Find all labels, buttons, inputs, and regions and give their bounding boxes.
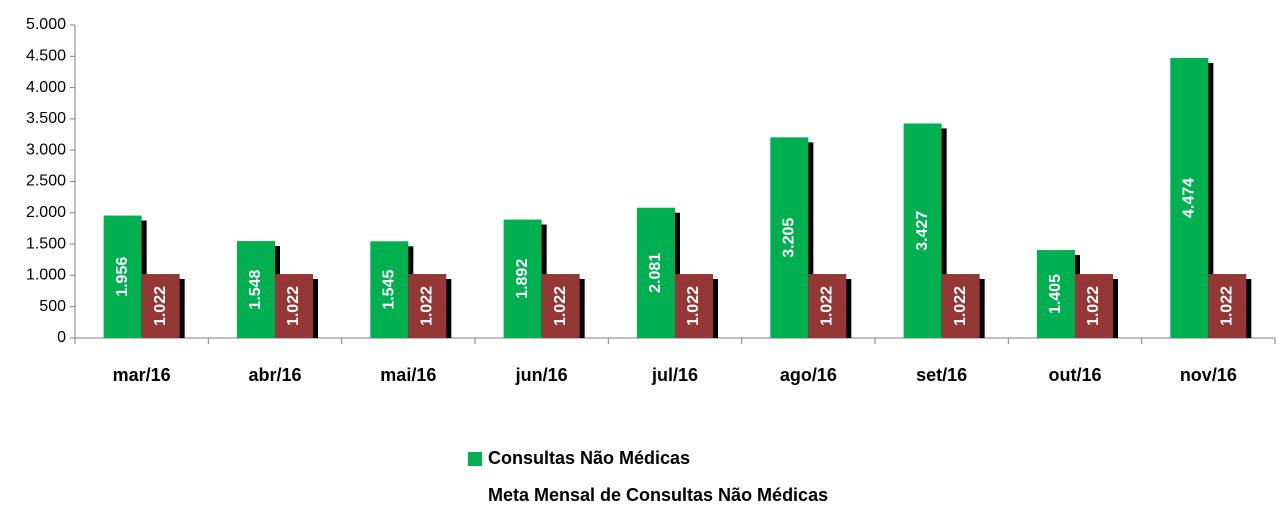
data-label: 4.474 [1181,178,1198,218]
legend-marker [468,452,482,466]
x-tick-label: out/16 [1048,365,1101,385]
bar [1075,274,1113,338]
bar [237,241,275,338]
data-label: 1.022 [552,286,569,326]
bar [503,219,542,338]
data-label: 2.081 [647,253,664,293]
y-tick-label: 4.000 [26,79,66,96]
data-label: 1.956 [114,257,131,297]
bar [1170,57,1209,338]
data-label: 1.022 [952,286,969,326]
y-tick-label: 2.500 [26,173,66,190]
data-label: 1.545 [381,270,398,310]
bar [541,274,580,338]
bar [675,274,713,338]
x-tick-label: set/16 [916,365,967,385]
y-tick-label: 0 [57,329,66,346]
data-label: 1.022 [285,286,302,326]
bar [637,207,675,338]
y-tick-label: 1.000 [26,267,66,284]
y-tick-label: 3.500 [26,110,66,127]
bar [275,274,313,338]
bar [408,274,447,338]
data-label: 1.892 [514,259,531,299]
x-tick-label: ago/16 [780,365,837,385]
x-tick-label: mar/16 [113,365,171,385]
x-tick-label: abr/16 [248,365,301,385]
data-label: 1.022 [1085,286,1102,326]
x-tick-label: nov/16 [1180,365,1237,385]
bar [903,123,942,338]
data-label: 3.205 [781,218,798,258]
bar [1037,250,1075,338]
data-label: 1.548 [247,269,264,309]
bar [141,274,180,338]
x-tick-label: mai/16 [380,365,436,385]
bar [103,215,142,338]
data-label: 1.022 [1219,286,1236,326]
legend-label: Consultas Não Médicas [488,448,690,468]
bar [941,274,980,338]
data-label: 1.022 [819,286,836,326]
y-tick-label: 2.000 [26,204,66,221]
bar [1208,274,1247,338]
data-label: 1.022 [152,286,169,326]
y-tick-label: 5.000 [26,16,66,33]
y-tick-label: 500 [39,298,66,315]
data-label: 1.405 [1047,274,1064,314]
legend-label: Meta Mensal de Consultas Não Médicas [488,485,828,505]
bar [808,274,847,338]
bar [770,137,809,338]
bar [370,241,409,338]
y-tick-label: 4.500 [26,48,66,65]
data-label: 1.022 [685,286,702,326]
data-label: 1.022 [419,286,436,326]
y-tick-label: 1.500 [26,235,66,252]
y-tick-label: 3.000 [26,141,66,158]
x-tick-label: jul/16 [651,365,698,385]
x-tick-label: jun/16 [515,365,568,385]
data-label: 3.427 [914,211,931,251]
